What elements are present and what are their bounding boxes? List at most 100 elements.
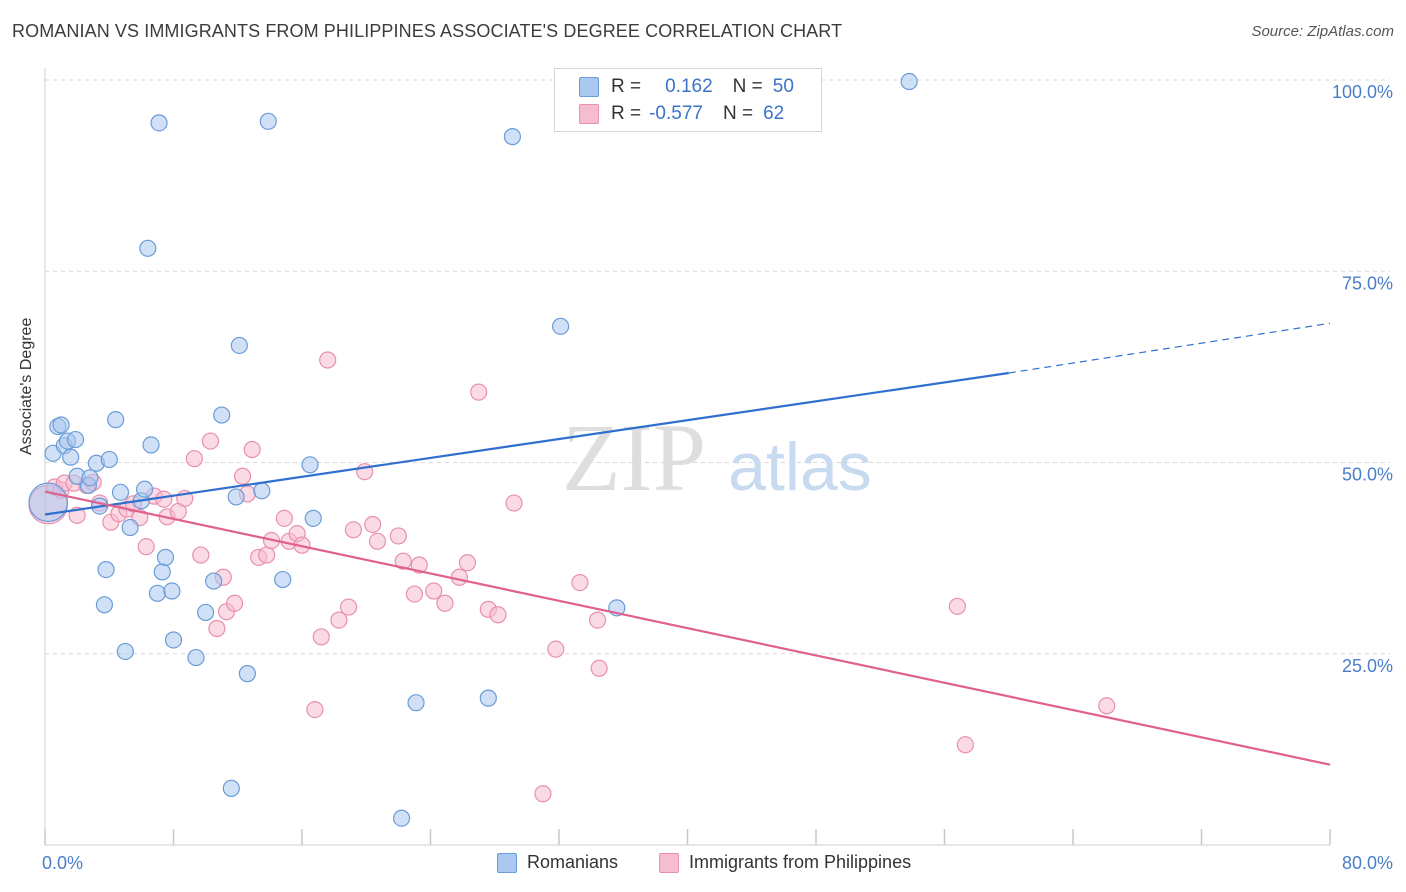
romanians-point [116,642,134,661]
romanians-point [407,694,425,712]
philippines-point [948,597,966,615]
romanians-legend-swatch [497,852,517,873]
romanians-point [259,112,277,130]
philippines-point [225,594,244,612]
philippines-point [956,736,974,754]
romanians-point [253,482,271,500]
romanians-point [150,114,168,132]
romanians-r-label: R = [611,76,642,97]
watermark-atlas: atlas [728,429,872,505]
romanians-point [304,509,322,527]
philippines-point [489,606,507,624]
romanians-r-value: 0.162 [665,76,713,97]
romanians-swatch [579,77,599,97]
watermark: ZIP atlas [562,404,872,511]
philippines-point [571,574,589,592]
romanians-point [227,488,245,506]
philippines-point [458,554,477,572]
philippines-point [339,598,358,616]
philippines-point [344,521,362,539]
philippines-point [364,515,382,534]
romanians-point [81,469,99,487]
philippines-point [590,659,608,677]
philippines-trend-line [44,490,1331,766]
romanians-point [66,430,85,449]
romanians-point [900,72,918,91]
philippines-point [243,440,261,459]
philippines-swatch [579,104,599,124]
philippines-point [258,546,276,564]
grid-lines [45,79,1390,655]
philippines-point [389,527,407,545]
philippines-point [425,582,443,600]
philippines-point [505,494,523,512]
romanians-point [552,317,570,335]
philippines-legend-swatch [659,852,679,873]
legend-row-philippines: R = -0.577 N = 62 [579,102,784,126]
romanians-point [187,648,205,667]
philippines-point [306,700,324,719]
philippines-point [330,611,348,629]
philippines-point [394,552,412,570]
source-label: Source: ZipAtlas.com [1251,23,1394,40]
romanians-point [62,448,80,466]
philippines-point [534,785,552,803]
romanians-point [139,239,157,257]
romanians-point [142,436,160,454]
philippines-r-label: R = [611,103,642,124]
romanians-point [301,456,319,474]
romanians-point [97,560,115,579]
romanians-point [148,584,167,602]
romanians-point [230,336,248,355]
romanians-point [213,406,231,424]
romanians-point [52,416,70,434]
romanians-point [503,128,522,146]
legend-row-romanians: R = 0.162 N = 50 [579,75,794,99]
philippines-legend-label: Immigrants from Philippines [689,852,912,872]
chart-title: ROMANIAN VS IMMIGRANTS FROM PHILIPPINES … [12,21,843,41]
philippines-point [275,509,293,527]
romanians-point [197,603,215,622]
y-axis-label: Associate's Degree [18,317,35,455]
romanians-trend-extension [1008,322,1331,374]
x-tick-label-min: 0.0% [42,853,83,873]
philippines-point [233,467,252,485]
romanians-point [222,779,240,797]
philippines-point [137,538,155,556]
philippines-point [155,490,173,508]
y-tick-label: 75.0% [1342,273,1393,293]
romanians-point [156,548,175,566]
romanians-point [111,483,130,501]
romanians-point [28,482,69,523]
legend-item-philippines: Immigrants from Philippines [659,852,911,873]
romanians-point [392,809,411,827]
trend-lines [44,322,1331,766]
philippines-point [368,532,387,550]
romanians-n-value: 50 [772,76,794,97]
romanians-point [95,596,114,614]
philippines-point [319,351,337,369]
romanians-legend-label: Romanians [527,852,619,872]
romanians-point [479,689,497,707]
axes [44,68,1331,846]
y-tick-label: 100.0% [1332,82,1393,102]
philippines-n-value: 62 [763,103,785,124]
romanians-point [135,480,154,498]
philippines-point [436,594,454,612]
philippines-n-label: N = [722,103,754,124]
romanians-point [205,572,223,590]
philippines-point [1098,697,1116,715]
philippines-point [450,568,469,586]
romanians-n-label: N = [732,76,763,97]
romanians-point [238,665,256,683]
romanians-trend-line [44,371,1009,516]
romanians-point [164,631,183,649]
philippines-point [185,450,203,468]
y-tick-label: 50.0% [1342,465,1393,485]
philippines-point [547,640,565,658]
romanians-point [153,563,171,581]
philippines-point [312,628,330,646]
y-tick-label: 25.0% [1342,656,1393,676]
philippines-point [405,585,424,603]
